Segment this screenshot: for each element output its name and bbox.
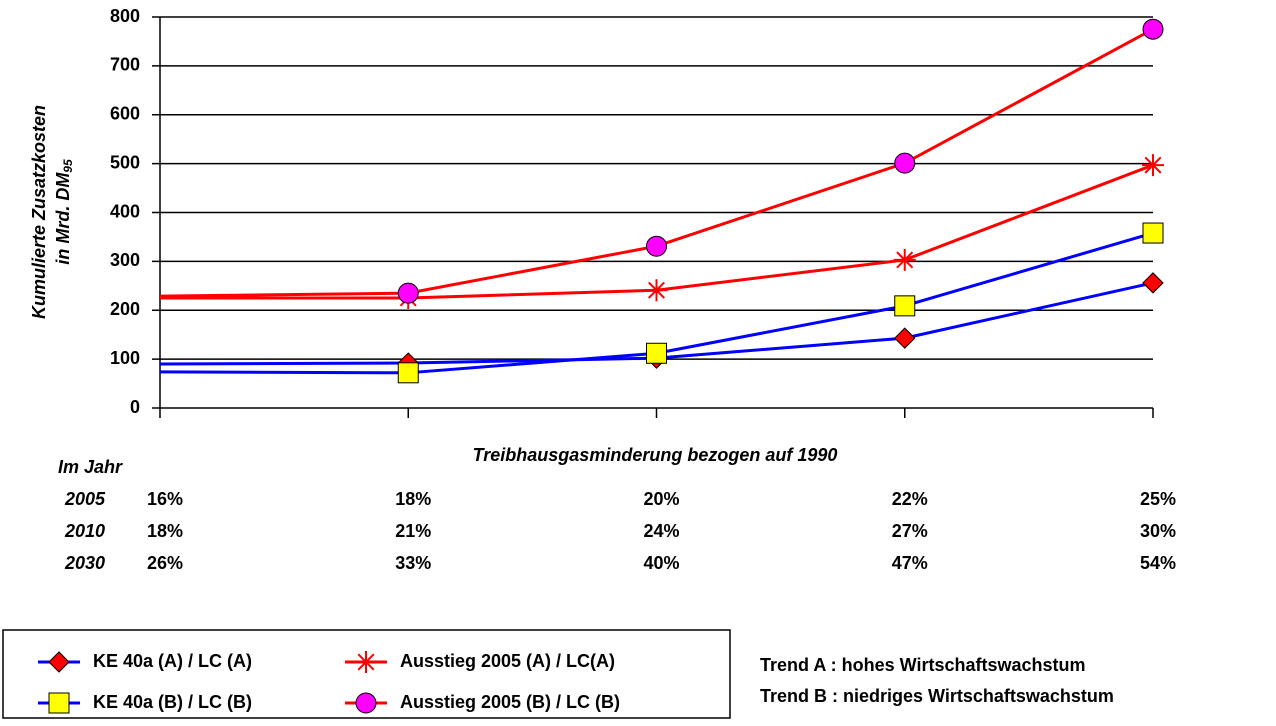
table-cell: 27% xyxy=(892,521,928,541)
annotation: Trend A : hohes Wirtschaftswachstum xyxy=(760,655,1086,675)
table-cell: 25% xyxy=(1140,489,1176,509)
x-axis-label: Treibhausgasminderung bezogen auf 1990 xyxy=(473,445,838,465)
y-tick-label: 300 xyxy=(110,250,140,270)
y-tick-label: 700 xyxy=(110,55,140,75)
y-tick-label: 400 xyxy=(110,201,140,221)
y-axis-label: in Mrd. DM95 xyxy=(53,159,75,265)
table-year: 2010 xyxy=(64,521,105,541)
marker xyxy=(646,235,667,257)
marker xyxy=(894,152,916,174)
y-tick-label: 800 xyxy=(110,6,140,26)
marker xyxy=(397,282,419,304)
table-cell: 16% xyxy=(147,489,183,509)
legend-box xyxy=(2,629,731,719)
y-axis-label-sub: 95 xyxy=(61,159,75,173)
table-cell: 24% xyxy=(644,521,680,541)
marker xyxy=(1142,18,1164,40)
marker xyxy=(1142,272,1164,294)
legend-label: KE 40a (A) / LC (A) xyxy=(93,651,252,671)
marker xyxy=(397,362,419,384)
table-year: 2005 xyxy=(64,489,106,509)
marker xyxy=(646,342,667,364)
table-year: 2030 xyxy=(64,553,105,573)
table-cell: 22% xyxy=(892,489,928,509)
y-axis-label-main: in Mrd. DM xyxy=(53,172,73,265)
legend-label: Ausstieg 2005 (B) / LC (B) xyxy=(400,692,620,712)
legend-label: KE 40a (B) / LC (B) xyxy=(93,692,252,712)
marker xyxy=(355,651,377,673)
y-tick-label: 600 xyxy=(110,104,140,124)
marker xyxy=(48,692,70,714)
y-tick-label: 500 xyxy=(110,152,140,172)
y-axis-label: Kumulierte Zusatzkosten xyxy=(29,105,49,319)
y-tick-label: 0 xyxy=(130,397,140,417)
marker xyxy=(893,248,916,271)
legend-label: Ausstieg 2005 (A) / LC(A) xyxy=(400,651,615,671)
table-cell: 18% xyxy=(395,489,431,509)
table-header: Im Jahr xyxy=(58,457,123,477)
table-cell: 47% xyxy=(892,553,928,573)
marker xyxy=(894,327,916,349)
table-cell: 20% xyxy=(644,489,680,509)
table-cell: 33% xyxy=(395,553,431,573)
marker xyxy=(48,651,70,673)
table-cell: 21% xyxy=(395,521,431,541)
annotation: Trend B : niedriges Wirtschaftswachstum xyxy=(760,686,1114,706)
marker xyxy=(1142,154,1164,177)
marker xyxy=(355,692,377,714)
table-cell: 54% xyxy=(1140,553,1176,573)
marker xyxy=(645,279,668,302)
marker xyxy=(894,295,916,317)
y-tick-label: 200 xyxy=(110,299,140,319)
table-cell: 40% xyxy=(644,553,680,573)
table-cell: 30% xyxy=(1140,521,1176,541)
table-cell: 18% xyxy=(147,521,183,541)
y-tick-label: 100 xyxy=(110,348,140,368)
table-cell: 26% xyxy=(147,553,183,573)
marker xyxy=(1142,222,1164,244)
